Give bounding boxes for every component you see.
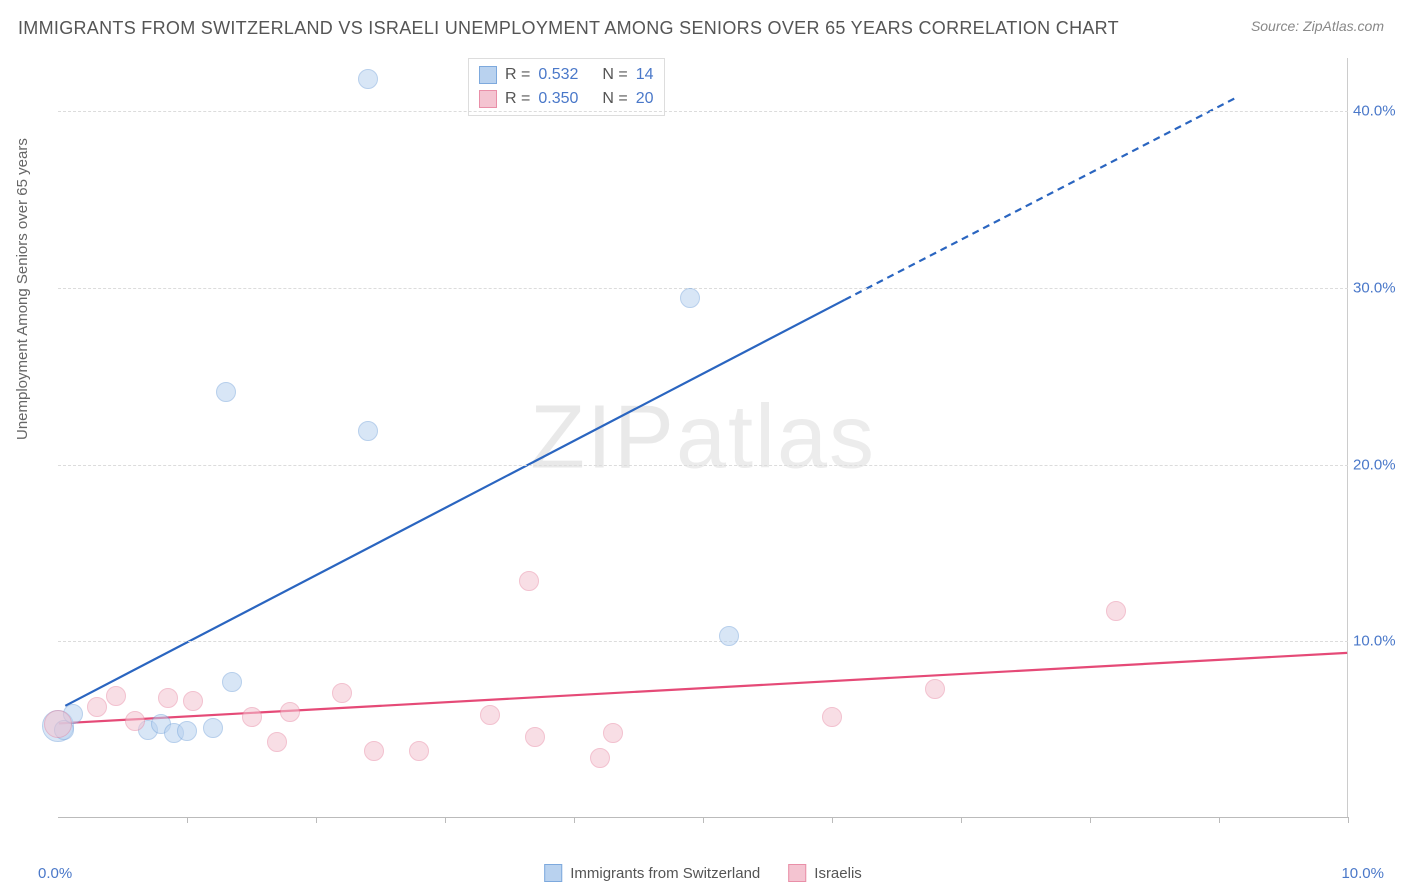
data-point [409,741,429,761]
data-point [216,382,236,402]
x-tick [961,817,962,823]
data-point [87,697,107,717]
legend-n-value-1: 14 [636,63,654,87]
x-tick [316,817,317,823]
data-point [158,688,178,708]
data-point [719,626,739,646]
swatch-immigrants [544,864,562,882]
legend-label-immigrants: Immigrants from Switzerland [570,865,760,882]
data-point [280,702,300,722]
y-tick-label: 40.0% [1353,103,1406,120]
plot-area: ZIPatlas R = 0.532 N = 14 R = 0.350 N = … [58,58,1348,818]
source-attribution: Source: ZipAtlas.com [1251,18,1384,34]
gridline-h [58,641,1348,642]
x-tick [1090,817,1091,823]
data-point [822,707,842,727]
data-point [125,711,145,731]
plot-right-border [1347,58,1348,817]
watermark: ZIPatlas [530,386,876,489]
correlation-legend: R = 0.532 N = 14 R = 0.350 N = 20 [468,58,665,116]
legend-n-label: N = [602,87,627,111]
gridline-h [58,465,1348,466]
legend-r-value-1: 0.532 [538,63,578,87]
x-axis-max-label: 10.0% [1341,865,1384,882]
legend-n-label: N = [602,63,627,87]
data-point [242,707,262,727]
data-point [358,421,378,441]
data-point [603,723,623,743]
data-point [590,748,610,768]
legend-row-series-2: R = 0.350 N = 20 [479,87,654,111]
swatch-series-2 [479,90,497,108]
x-tick [832,817,833,823]
data-point [44,710,72,738]
x-axis-min-label: 0.0% [38,865,72,882]
data-point [680,288,700,308]
x-tick [187,817,188,823]
legend-item-immigrants: Immigrants from Switzerland [544,864,760,882]
legend-r-label: R = [505,87,530,111]
data-point [480,705,500,725]
x-tick [1348,817,1349,823]
y-tick-label: 30.0% [1353,279,1406,296]
x-tick [445,817,446,823]
legend-item-israelis: Israelis [788,864,862,882]
legend-row-series-1: R = 0.532 N = 14 [479,63,654,87]
swatch-series-1 [479,66,497,84]
data-point [358,69,378,89]
y-axis-label: Unemployment Among Seniors over 65 years [14,138,31,440]
data-point [203,718,223,738]
gridline-h [58,288,1348,289]
data-point [364,741,384,761]
data-point [519,571,539,591]
x-tick [1219,817,1220,823]
x-tick [574,817,575,823]
series-legend: Immigrants from Switzerland Israelis [544,864,862,882]
data-point [1106,601,1126,621]
data-point [332,683,352,703]
data-point [222,672,242,692]
legend-r-value-2: 0.350 [538,87,578,111]
gridline-h [58,111,1348,112]
data-point [525,727,545,747]
y-tick-label: 20.0% [1353,456,1406,473]
chart-title: IMMIGRANTS FROM SWITZERLAND VS ISRAELI U… [18,18,1119,39]
legend-r-label: R = [505,63,530,87]
trendlines-svg [58,58,1348,817]
swatch-israelis [788,864,806,882]
trendline-dashed [845,97,1238,300]
x-tick [703,817,704,823]
data-point [106,686,126,706]
data-point [183,691,203,711]
legend-label-israelis: Israelis [814,865,862,882]
legend-n-value-2: 20 [636,87,654,111]
data-point [267,732,287,752]
y-tick-label: 10.0% [1353,633,1406,650]
data-point [925,679,945,699]
data-point [177,721,197,741]
